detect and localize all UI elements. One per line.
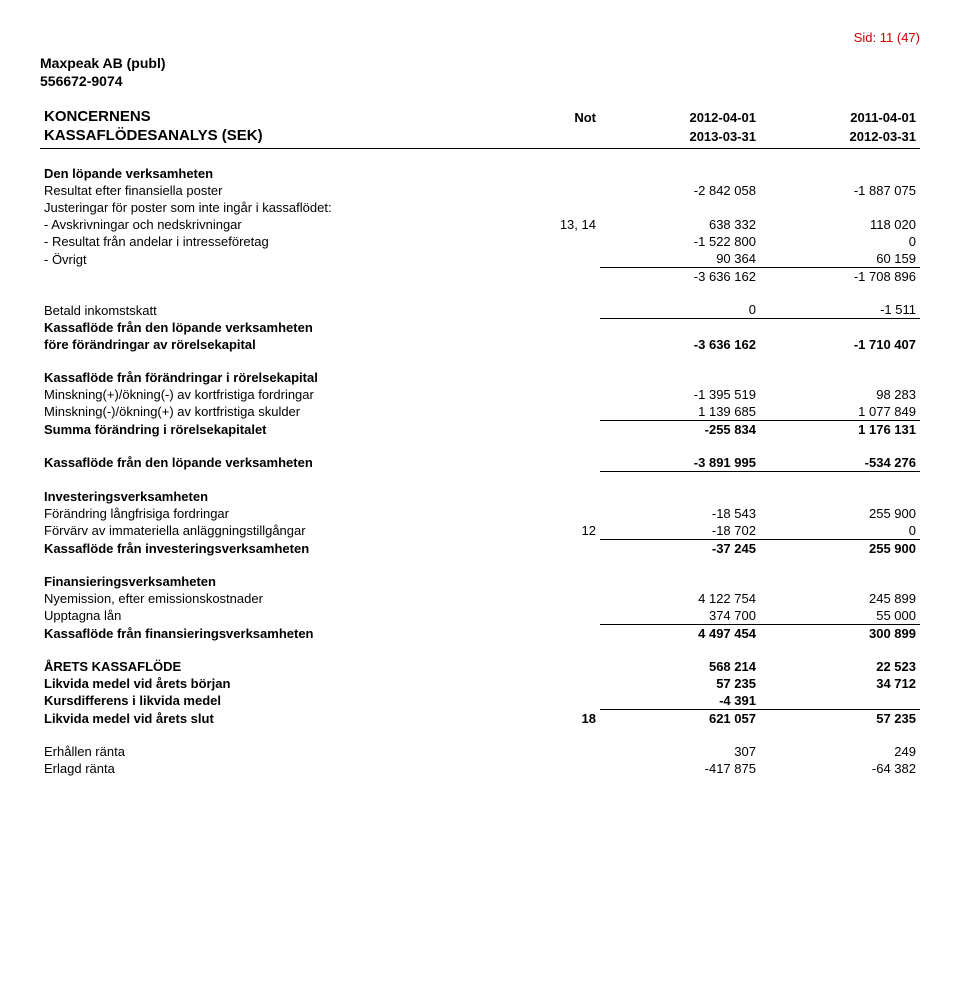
table-row: Nyemission, efter emissionskostnader4 12… bbox=[40, 590, 920, 607]
table-row: Kassaflöde från investeringsverksamheten… bbox=[40, 539, 920, 557]
table-row: Erlagd ränta-417 875-64 382 bbox=[40, 760, 920, 777]
company-name: Maxpeak AB (publ) bbox=[40, 55, 920, 71]
header-period-b-end: 2012-03-31 bbox=[760, 126, 920, 149]
table-header-row-2: KASSAFLÖDESANALYS (SEK) 2013-03-31 2012-… bbox=[40, 126, 920, 149]
table-row-subtotal: -3 636 162-1 708 896 bbox=[40, 268, 920, 286]
table-row: - Övrigt90 36460 159 bbox=[40, 250, 920, 268]
table-row: Erhållen ränta307249 bbox=[40, 743, 920, 760]
header-period-b-start: 2011-04-01 bbox=[760, 107, 920, 126]
table-row: Förvärv av immateriella anläggningstillg… bbox=[40, 522, 920, 540]
table-row: Justeringar för poster som inte ingår i … bbox=[40, 199, 920, 216]
table-row: - Resultat från andelar i intresseföreta… bbox=[40, 233, 920, 250]
section-heading-wc: Kassaflöde från förändringar i rörelseka… bbox=[40, 369, 920, 386]
org-number: 556672-9074 bbox=[40, 73, 920, 89]
table-row: Upptagna lån374 70055 000 bbox=[40, 607, 920, 625]
table-row: Likvida medel vid årets början57 23534 7… bbox=[40, 675, 920, 692]
table-row: ÅRETS KASSAFLÖDE568 21422 523 bbox=[40, 658, 920, 675]
table-row: Kassaflöde från den löpande verksamheten… bbox=[40, 454, 920, 472]
table-row: - Avskrivningar och nedskrivningar13, 14… bbox=[40, 216, 920, 233]
table-row: Minskning(+)/ökning(-) av kortfristiga f… bbox=[40, 386, 920, 403]
table-row: Kassaflöde från finansieringsverksamhete… bbox=[40, 624, 920, 642]
table-row: Resultat efter finansiella poster-2 842 … bbox=[40, 182, 920, 199]
table-header-row-1: KONCERNENS Not 2012-04-01 2011-04-01 bbox=[40, 107, 920, 126]
section-heading-financing: Finansieringsverksamheten bbox=[40, 573, 920, 590]
section-heading-operating: Den löpande verksamheten bbox=[40, 165, 920, 182]
table-row: Summa förändring i rörelsekapitalet-255 … bbox=[40, 420, 920, 438]
page-number: Sid: 11 (47) bbox=[40, 30, 920, 45]
report-title-2: KASSAFLÖDESANALYS (SEK) bbox=[40, 126, 529, 149]
table-row: Förändring långfrisiga fordringar-18 543… bbox=[40, 505, 920, 522]
header-period-a-end: 2013-03-31 bbox=[600, 126, 760, 149]
table-row: Minskning(-)/ökning(+) av kortfristiga s… bbox=[40, 403, 920, 421]
header-period-a-start: 2012-04-01 bbox=[600, 107, 760, 126]
table-row: Likvida medel vid årets slut18621 05757 … bbox=[40, 709, 920, 727]
header-not-label: Not bbox=[529, 107, 600, 126]
table-row: Kassaflöde från den löpande verksamheten bbox=[40, 319, 920, 336]
table-row: före förändringar av rörelsekapital-3 63… bbox=[40, 336, 920, 353]
cashflow-table: KONCERNENS Not 2012-04-01 2011-04-01 KAS… bbox=[40, 107, 920, 777]
section-heading-investing: Investeringsverksamheten bbox=[40, 488, 920, 505]
table-row: Kursdifferens i likvida medel-4 391 bbox=[40, 692, 920, 710]
report-title-1: KONCERNENS bbox=[40, 107, 529, 126]
table-row: Betald inkomstskatt0-1 511 bbox=[40, 301, 920, 319]
